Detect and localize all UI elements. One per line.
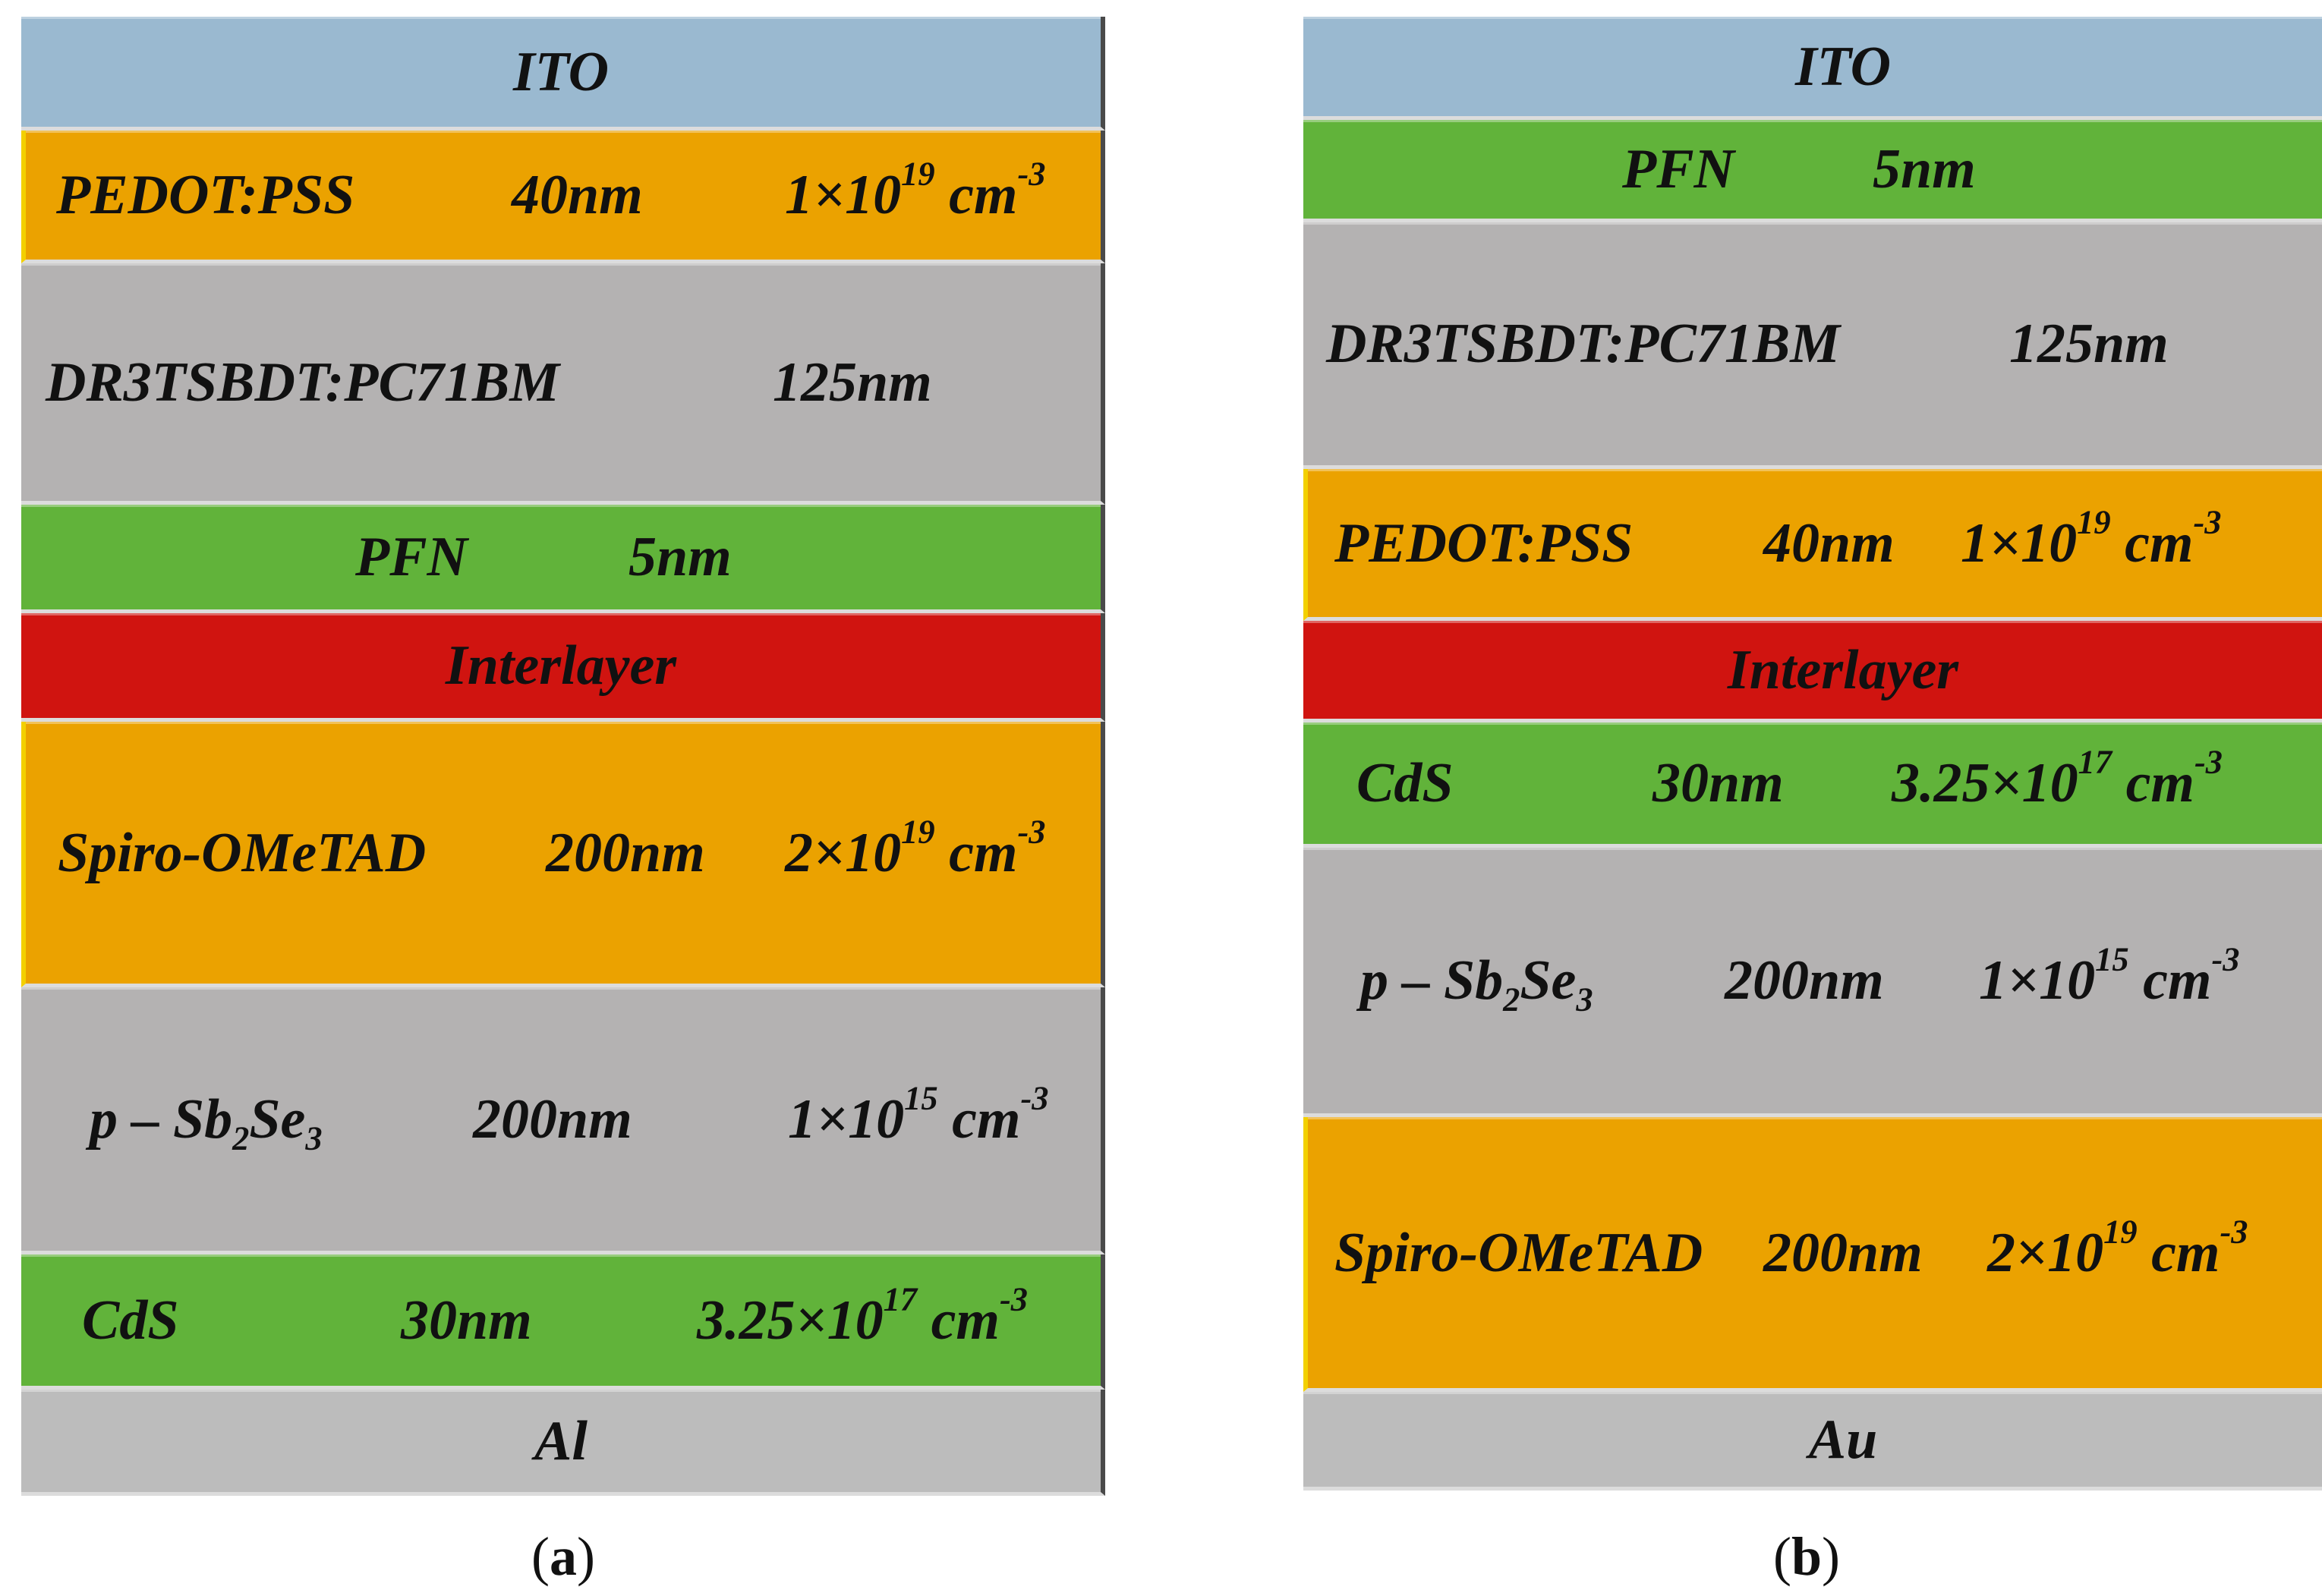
- layer-cds-name: CdS: [82, 1289, 179, 1352]
- layer-spiro-thickness: 200nm: [546, 821, 705, 884]
- layer-cds-doping: 3.25×1017 cm-3: [1892, 742, 2223, 814]
- device-stack-a: ITO PEDOT:PSS 40nm 1×1019 cm-3 DR3TSBDT:…: [21, 17, 1105, 1496]
- layer-interlayer-label: Interlayer: [445, 634, 677, 697]
- layer-pedot-pss: PEDOT:PSS 40nm 1×1019 cm-3: [1303, 469, 2322, 621]
- layer-pfn-thickness: 5nm: [629, 526, 732, 588]
- layer-spiro-doping: 2×1019 cm-3: [785, 811, 1046, 884]
- device-stack-b: ITO PFN 5nm DR3TSBDT:PC71BM 125nm PEDOT:…: [1303, 17, 2322, 1491]
- layer-pedot-pss: PEDOT:PSS 40nm 1×1019 cm-3: [21, 131, 1105, 263]
- layer-interlayer: Interlayer: [1303, 621, 2322, 722]
- layer-spiro-doping: 2×1019 cm-3: [1987, 1211, 2248, 1284]
- layer-cds: CdS 30nm 3.25×1017 cm-3: [21, 1254, 1105, 1390]
- layer-pfn: PFN 5nm: [21, 505, 1105, 613]
- layer-ito: ITO: [21, 17, 1105, 131]
- layer-pfn-name: PFN: [1622, 138, 1734, 200]
- layer-interlayer-label: Interlayer: [1727, 638, 1959, 701]
- layer-ito-label: ITO: [512, 40, 610, 103]
- layer-pfn-thickness: 5nm: [1873, 138, 1976, 200]
- layer-metal-contact: Al: [21, 1390, 1105, 1496]
- layer-pfn-name: PFN: [355, 526, 468, 588]
- layer-sbse-name: p – Sb2Se3: [90, 1088, 323, 1157]
- layer-pedot-doping: 1×1019 cm-3: [1961, 502, 2222, 574]
- layer-sbse-thickness: 200nm: [1725, 949, 1884, 1012]
- layer-p-sb2se3: p – Sb2Se3 200nm 1×1015 cm-3: [21, 987, 1105, 1254]
- layer-dr3tsbdt-pc71bm: DR3TSBDT:PC71BM 125nm: [1303, 222, 2322, 469]
- layer-cds-thickness: 30nm: [1652, 752, 1784, 814]
- layer-dr3-name: DR3TSBDT:PC71BM: [1326, 313, 1841, 375]
- layer-dr3tsbdt-pc71bm: DR3TSBDT:PC71BM 125nm: [21, 263, 1105, 505]
- layer-sbse-thickness: 200nm: [473, 1088, 632, 1151]
- caption-b: (b): [1772, 1526, 1841, 1587]
- layer-metal-label: Al: [534, 1409, 588, 1472]
- layer-pedot-name: PEDOT:PSS: [1334, 512, 1634, 574]
- layer-pedot-thickness: 40nm: [512, 164, 643, 226]
- layer-p-sb2se3: p – Sb2Se3 200nm 1×1015 cm-3: [1303, 848, 2322, 1117]
- layer-spiro-thickness: 200nm: [1763, 1221, 1923, 1284]
- layer-pfn: PFN 5nm: [1303, 120, 2322, 222]
- layer-pedot-thickness: 40nm: [1763, 512, 1895, 574]
- layer-interlayer: Interlayer: [21, 613, 1105, 722]
- layer-spiro-name: Spiro-OMeTAD: [1334, 1221, 1703, 1284]
- layer-dr3-name: DR3TSBDT:PC71BM: [46, 351, 560, 414]
- layer-pedot-doping: 1×1019 cm-3: [785, 154, 1046, 226]
- layer-cds: CdS 30nm 3.25×1017 cm-3: [1303, 722, 2322, 848]
- layer-metal-contact: Au: [1303, 1392, 2322, 1491]
- layer-dr3-thickness: 125nm: [773, 351, 932, 414]
- layer-metal-label: Au: [1808, 1408, 1878, 1471]
- layer-sbse-doping: 1×1015 cm-3: [788, 1078, 1049, 1151]
- layer-cds-thickness: 30nm: [401, 1289, 532, 1352]
- layer-spiro-name: Spiro-OMeTAD: [58, 821, 427, 884]
- caption-a: (a): [531, 1526, 595, 1587]
- layer-spiro-ometad: Spiro-OMeTAD 200nm 2×1019 cm-3: [1303, 1117, 2322, 1392]
- layer-pedot-name: PEDOT:PSS: [56, 164, 355, 226]
- layer-spiro-ometad: Spiro-OMeTAD 200nm 2×1019 cm-3: [21, 722, 1105, 987]
- layer-ito: ITO: [1303, 17, 2322, 120]
- layer-cds-doping: 3.25×1017 cm-3: [697, 1279, 1028, 1352]
- layer-cds-name: CdS: [1356, 752, 1454, 814]
- layer-ito-label: ITO: [1794, 35, 1892, 98]
- layer-sbse-name: p – Sb2Se3: [1360, 949, 1593, 1018]
- layer-sbse-doping: 1×1015 cm-3: [1979, 940, 2240, 1012]
- layer-dr3-thickness: 125nm: [2009, 313, 2169, 375]
